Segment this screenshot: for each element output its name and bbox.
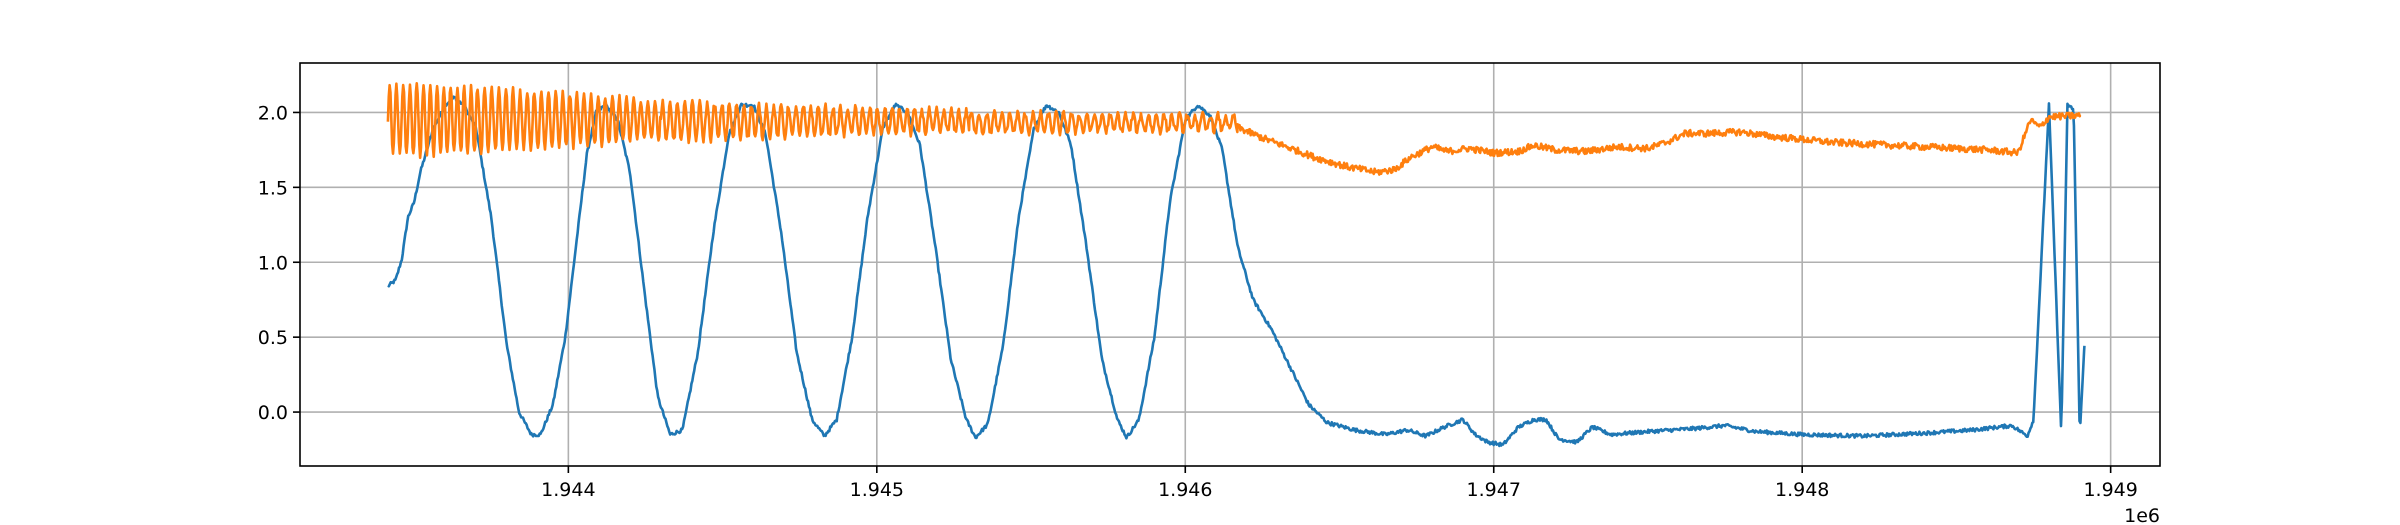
x-tick-label: 1.948	[1775, 479, 1829, 501]
x-offset-label: 1e6	[2124, 505, 2160, 525]
series-line-2	[386, 81, 2082, 176]
y-axis: 0.0 0.5 1.0 1.5 2.0	[258, 102, 300, 424]
y-tick-label: 0.0	[258, 402, 288, 424]
x-tick-label: 1.947	[1467, 479, 1521, 501]
x-tick-label: 1.949	[2083, 479, 2137, 501]
series-layer	[386, 81, 2086, 448]
x-tick-label: 1.944	[541, 479, 595, 501]
x-tick-label: 1.946	[1158, 479, 1212, 501]
series-line-1	[387, 95, 2086, 448]
plot-area-frame	[299, 62, 2161, 467]
x-tick-label: 1.945	[850, 479, 904, 501]
y-tick-label: 1.5	[258, 177, 288, 199]
x-axis: 1.944 1.945 1.946 1.947 1.948 1.949	[541, 466, 2138, 501]
y-tick-label: 0.5	[258, 327, 288, 349]
y-tick-label: 1.0	[258, 252, 288, 274]
y-tick-label: 2.0	[258, 102, 288, 124]
